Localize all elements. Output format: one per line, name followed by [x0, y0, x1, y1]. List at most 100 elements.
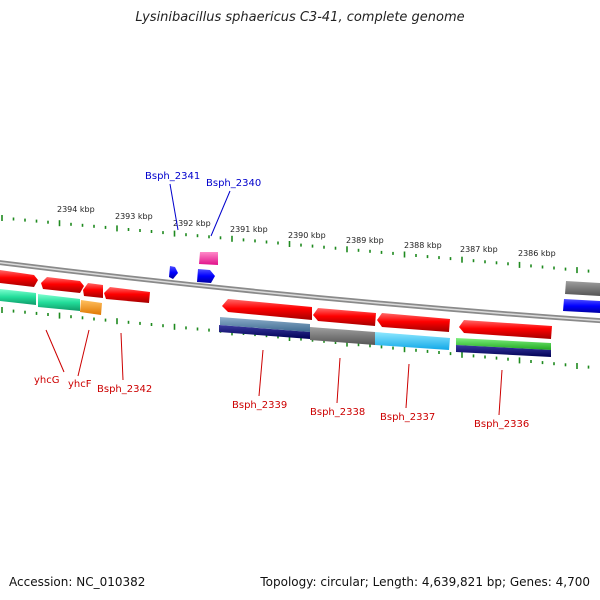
minor-tick: [541, 265, 544, 269]
callout-line: [258, 349, 264, 397]
minor-tick: [507, 357, 509, 361]
genome-summary-text: Topology: circular; Length: 4,639,821 bp…: [260, 575, 590, 589]
gene-feature-red: [104, 287, 150, 303]
minor-tick: [24, 310, 26, 314]
minor-tick: [426, 349, 429, 353]
major-tick: [1, 215, 3, 221]
minor-tick: [426, 255, 429, 259]
gene-feature-navy: [456, 345, 551, 357]
gene-label-bsph-2337: Bsph_2337: [380, 412, 435, 423]
scale-tick-label: 2392 kbp: [173, 219, 211, 228]
minor-tick: [449, 352, 452, 356]
callout-line: [77, 329, 90, 377]
minor-tick: [139, 321, 141, 325]
minor-tick: [530, 264, 532, 268]
gene-feature-steel: [220, 317, 310, 332]
minor-tick: [472, 259, 475, 263]
minor-tick: [162, 231, 164, 235]
major-tick: [576, 363, 578, 369]
minor-tick: [369, 249, 371, 253]
minor-tick: [300, 243, 302, 247]
minor-tick: [104, 318, 107, 322]
accession-text: Accession: NC_010382: [9, 575, 146, 589]
gene-feature-blue: [197, 269, 215, 283]
minor-tick: [139, 229, 141, 232]
minor-tick: [35, 219, 38, 223]
major-tick: [173, 230, 176, 237]
minor-tick: [104, 225, 107, 229]
gene-feature-teal: [38, 294, 80, 311]
gene-feature-red: [313, 308, 376, 326]
major-tick: [58, 312, 61, 319]
minor-tick: [127, 320, 130, 324]
gene-feature-red: [0, 270, 38, 287]
major-tick: [403, 346, 406, 353]
gene-feature-red: [83, 283, 103, 298]
major-tick: [461, 256, 463, 263]
minor-tick: [265, 334, 268, 338]
minor-tick: [162, 324, 164, 328]
minor-tick: [70, 222, 72, 226]
major-tick: [231, 235, 233, 242]
minor-tick: [24, 218, 26, 222]
minor-tick: [472, 354, 475, 358]
minor-tick: [415, 254, 417, 257]
major-tick: [288, 335, 291, 341]
minor-tick: [35, 311, 38, 315]
gene-feature-red: [377, 313, 450, 332]
major-tick: [173, 323, 176, 330]
gene-label-bsph-2341: Bsph_2341: [145, 171, 200, 182]
gene-feature-teal: [0, 289, 36, 305]
minor-tick: [415, 348, 417, 352]
minor-tick: [185, 326, 187, 330]
minor-tick: [93, 317, 95, 321]
minor-tick: [219, 236, 222, 240]
callout-line: [498, 369, 503, 416]
callout-line: [405, 363, 410, 409]
gene-label-bsph-2340: Bsph_2340: [206, 178, 261, 189]
minor-tick: [369, 344, 371, 348]
callout-line: [169, 183, 179, 231]
minor-tick: [553, 266, 555, 270]
gene-feature-gray: [310, 327, 375, 345]
scale-tick-label: 2389 kbp: [346, 236, 384, 245]
minor-tick: [323, 245, 325, 249]
gene-feature-red: [222, 299, 312, 320]
major-tick: [461, 351, 463, 358]
minor-tick: [507, 262, 509, 266]
minor-tick: [553, 362, 555, 366]
gene-feature-red: [41, 277, 84, 293]
gene-feature-gray: [565, 281, 600, 296]
major-tick: [518, 357, 521, 364]
major-tick: [518, 261, 521, 268]
minor-tick: [564, 267, 567, 271]
minor-tick: [311, 244, 314, 248]
callout-line: [336, 357, 341, 404]
minor-tick: [541, 361, 544, 365]
minor-tick: [530, 360, 532, 363]
minor-tick: [357, 343, 360, 347]
gene-feature-blue: [169, 266, 178, 279]
tick-label-group: 2394 kbp 2393 kbp 2392 kbp 2391 kbp 2390 kbp…: [57, 205, 556, 258]
minor-tick: [277, 241, 279, 245]
scale-tick-label: 2391 kbp: [230, 225, 268, 234]
minor-tick: [311, 338, 314, 342]
major-tick: [116, 225, 118, 232]
minor-tick: [392, 251, 394, 255]
major-tick: [346, 246, 348, 253]
major-tick: [58, 220, 61, 227]
gene-label-bsph-2336: Bsph_2336: [474, 419, 529, 430]
minor-tick: [495, 261, 498, 265]
gene-label-yhcf: yhcF: [68, 379, 92, 390]
minor-tick: [47, 313, 49, 316]
minor-tick: [564, 363, 567, 367]
scale-tick-label: 2393 kbp: [115, 212, 153, 221]
minor-tick: [484, 355, 486, 359]
callout-lines: [45, 183, 503, 416]
callout-line: [45, 329, 65, 373]
minor-tick: [438, 351, 440, 354]
map-title: Lysinibacillus sphaericus C3-41, complet…: [135, 10, 465, 25]
minor-tick: [242, 238, 245, 242]
minor-tick: [93, 224, 95, 228]
scale-tick-label: 2387 kbp: [460, 245, 498, 254]
